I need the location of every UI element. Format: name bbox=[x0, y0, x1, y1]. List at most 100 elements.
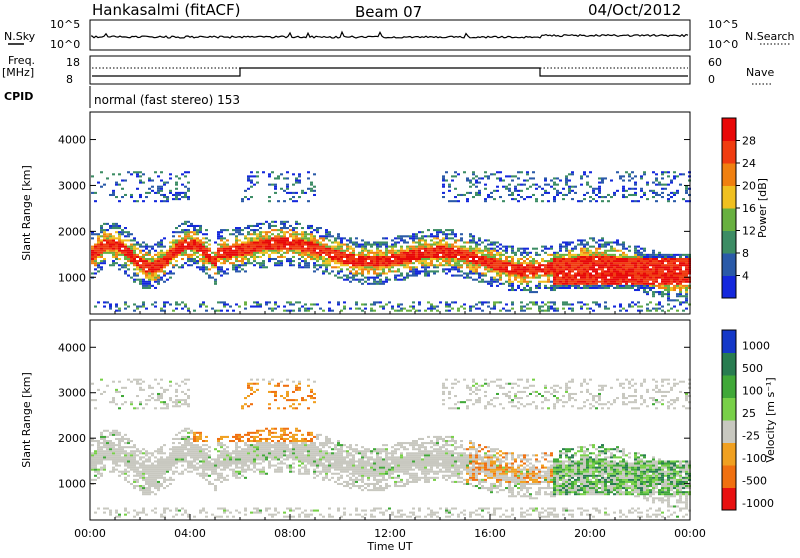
velocity-cell bbox=[169, 448, 172, 450]
power-cell bbox=[619, 281, 622, 283]
power-cell bbox=[370, 303, 373, 305]
power-cell bbox=[253, 229, 256, 231]
power-cell bbox=[202, 301, 205, 303]
power-cell bbox=[283, 256, 286, 258]
velocity-cell bbox=[196, 467, 199, 469]
velocity-cell bbox=[205, 460, 208, 462]
power-cell bbox=[424, 250, 427, 252]
power-cell bbox=[136, 171, 139, 173]
velocity-cell bbox=[115, 403, 118, 405]
power-cell bbox=[373, 279, 376, 281]
power-cell bbox=[196, 248, 199, 250]
power-cell bbox=[679, 272, 682, 274]
velocity-cell bbox=[193, 469, 196, 471]
power-cell bbox=[331, 246, 334, 248]
power-cell bbox=[526, 248, 529, 250]
velocity-cell bbox=[211, 514, 214, 516]
power-cell bbox=[487, 252, 490, 254]
velocity-cell bbox=[202, 452, 205, 454]
power-cell bbox=[622, 272, 625, 274]
power-cell bbox=[520, 279, 523, 281]
power-cell bbox=[589, 260, 592, 262]
power-cell bbox=[361, 252, 364, 254]
power-cell bbox=[244, 252, 247, 254]
power-cell bbox=[478, 182, 481, 184]
power-cell bbox=[550, 287, 553, 289]
power-cell bbox=[289, 303, 292, 305]
power-cell bbox=[136, 256, 139, 258]
power-cell bbox=[574, 254, 577, 256]
velocity-cell bbox=[133, 450, 136, 452]
power-cell bbox=[247, 241, 250, 243]
power-cell bbox=[295, 246, 298, 248]
power-cell bbox=[451, 252, 454, 254]
power-cell bbox=[178, 252, 181, 254]
power-cell bbox=[280, 256, 283, 258]
power-cell bbox=[589, 281, 592, 283]
power-cell bbox=[568, 179, 571, 181]
power-cell bbox=[673, 194, 676, 196]
power-cell bbox=[235, 244, 238, 246]
power-cell bbox=[358, 272, 361, 274]
power-cell bbox=[442, 186, 445, 188]
power-cell bbox=[412, 237, 415, 239]
power-cell bbox=[193, 241, 196, 243]
power-cell bbox=[496, 266, 499, 268]
power-cell bbox=[649, 310, 652, 312]
power-cell bbox=[220, 254, 223, 256]
power-cell bbox=[598, 192, 601, 194]
power-cell bbox=[583, 173, 586, 175]
velocity-cell bbox=[139, 458, 142, 460]
velocity-cell bbox=[151, 465, 154, 467]
velocity-cell bbox=[136, 379, 139, 381]
power-cell bbox=[445, 233, 448, 235]
power-cell bbox=[340, 239, 343, 241]
power-cell bbox=[529, 268, 532, 270]
power-cell bbox=[670, 260, 673, 262]
velocity-cell bbox=[178, 452, 181, 454]
power-cell bbox=[520, 289, 523, 291]
power-cell bbox=[217, 235, 220, 237]
power-cell bbox=[328, 272, 331, 274]
power-cell bbox=[634, 264, 637, 266]
power-cell bbox=[274, 262, 277, 264]
power-cell bbox=[553, 303, 556, 305]
power-cell bbox=[667, 264, 670, 266]
power-cell bbox=[553, 196, 556, 198]
velocity-cell bbox=[103, 438, 106, 440]
power-cell bbox=[619, 270, 622, 272]
velocity-cell bbox=[193, 460, 196, 462]
power-cell bbox=[583, 279, 586, 281]
power-cell bbox=[556, 262, 559, 264]
power-cell bbox=[334, 241, 337, 243]
power-cell bbox=[559, 246, 562, 248]
power-cell bbox=[205, 266, 208, 268]
power-cell bbox=[415, 258, 418, 260]
power-cell bbox=[103, 248, 106, 250]
power-cell bbox=[112, 235, 115, 237]
velocity-cell bbox=[220, 456, 223, 458]
power-cell bbox=[676, 254, 679, 256]
power-cell bbox=[208, 239, 211, 241]
velocity-cell bbox=[157, 452, 160, 454]
velocity-cell bbox=[145, 491, 148, 493]
power-cell bbox=[649, 190, 652, 192]
power-cell bbox=[397, 303, 400, 305]
velocity-cell bbox=[223, 458, 226, 460]
power-cell bbox=[529, 177, 532, 179]
power-cell bbox=[118, 231, 121, 233]
velocity-cell bbox=[223, 444, 226, 446]
power-cell bbox=[619, 279, 622, 281]
power-cell bbox=[562, 198, 565, 200]
velocity-cell bbox=[202, 448, 205, 450]
power-cell bbox=[490, 279, 493, 281]
power-cell bbox=[124, 272, 127, 274]
power-cell bbox=[232, 262, 235, 264]
power-cell bbox=[256, 175, 259, 177]
velocity-cell bbox=[175, 389, 178, 391]
power-cell bbox=[586, 252, 589, 254]
power-cell bbox=[298, 250, 301, 252]
velocity-cell bbox=[121, 458, 124, 460]
power-cell bbox=[181, 248, 184, 250]
power-cell bbox=[637, 268, 640, 270]
